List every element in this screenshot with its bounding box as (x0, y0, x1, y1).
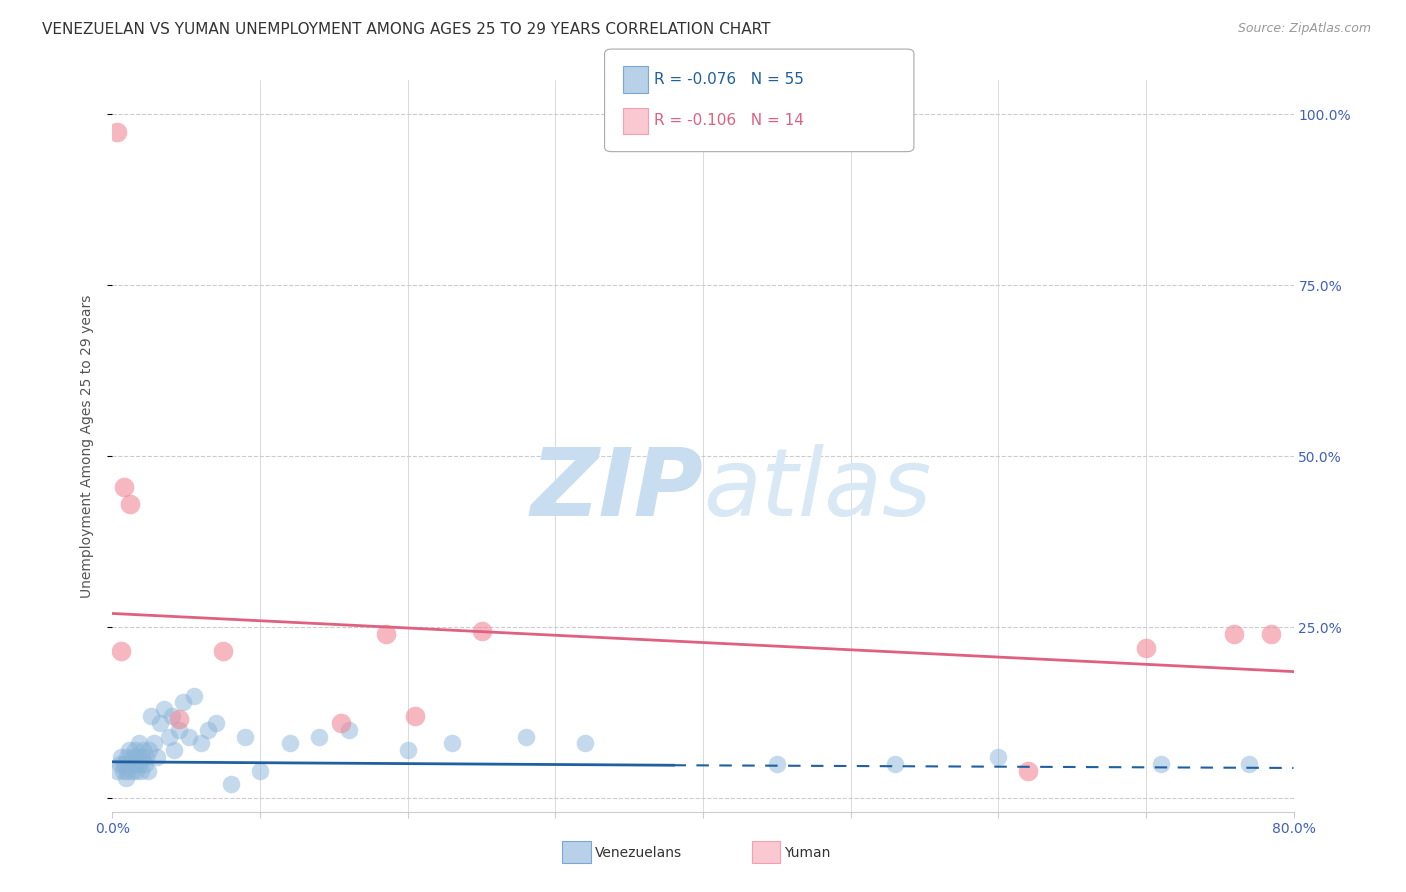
Point (114, 771, 136, 785)
Point (441, 736, 464, 750)
Point (124, 756, 146, 771)
Point (157, 730, 180, 744)
Text: ZIP: ZIP (530, 444, 703, 536)
Point (149, 715, 172, 730)
Point (121, 764, 143, 778)
Point (470, 624, 494, 638)
Point (167, 713, 190, 727)
Point (1239, 756, 1261, 771)
Point (138, 743, 160, 757)
Point (125, 764, 148, 778)
Point (1017, 764, 1039, 778)
Y-axis label: Unemployment Among Ages 25 to 29 years: Unemployment Among Ages 25 to 29 years (80, 294, 94, 598)
Point (167, 723, 190, 737)
Text: Source: ZipAtlas.com: Source: ZipAtlas.com (1237, 22, 1371, 36)
Point (396, 743, 419, 757)
Point (766, 756, 789, 771)
Point (404, 709, 426, 723)
Point (1135, 640, 1157, 655)
Point (308, 730, 330, 744)
Point (135, 750, 157, 764)
Point (884, 756, 907, 771)
Point (112, 480, 135, 494)
Point (515, 730, 537, 744)
Point (136, 764, 159, 778)
Text: VENEZUELAN VS YUMAN UNEMPLOYMENT AMONG AGES 25 TO 29 YEARS CORRELATION CHART: VENEZUELAN VS YUMAN UNEMPLOYMENT AMONG A… (42, 22, 770, 37)
Point (233, 730, 256, 744)
Point (1260, 627, 1282, 641)
Point (278, 736, 301, 750)
Point (146, 750, 169, 764)
Point (127, 750, 149, 764)
Point (129, 764, 152, 778)
Point (134, 756, 156, 771)
Point (574, 736, 596, 750)
Point (120, 497, 142, 511)
Point (142, 736, 165, 750)
Point (987, 750, 1010, 764)
Point (190, 736, 212, 750)
Point (160, 709, 183, 723)
Point (197, 723, 219, 737)
Point (183, 689, 205, 703)
Point (124, 743, 146, 757)
Text: atlas: atlas (703, 444, 931, 535)
Point (153, 702, 176, 716)
Point (212, 644, 235, 658)
Point (1150, 756, 1173, 771)
Point (374, 627, 396, 641)
Point (139, 709, 162, 723)
Point (132, 743, 155, 757)
Point (330, 715, 353, 730)
Point (219, 777, 242, 791)
Point (110, 750, 132, 764)
Point (117, 764, 138, 778)
Point (105, 124, 128, 138)
Point (128, 736, 150, 750)
Point (163, 743, 186, 757)
Point (120, 756, 142, 771)
Text: Yuman: Yuman (785, 846, 831, 860)
Point (179, 730, 201, 744)
Point (105, 764, 128, 778)
Point (111, 764, 134, 778)
Text: R = -0.076   N = 55: R = -0.076 N = 55 (654, 72, 804, 87)
Point (131, 750, 153, 764)
Text: R = -0.106   N = 14: R = -0.106 N = 14 (654, 113, 804, 128)
Point (128, 756, 150, 771)
Point (117, 750, 138, 764)
Point (112, 756, 135, 771)
Point (108, 756, 131, 771)
Text: Venezuelans: Venezuelans (595, 846, 682, 860)
Point (118, 743, 141, 757)
Point (337, 723, 360, 737)
Point (249, 764, 271, 778)
Point (205, 715, 228, 730)
Point (1223, 627, 1246, 641)
Point (172, 695, 194, 709)
Point (110, 644, 132, 658)
Point (122, 750, 145, 764)
